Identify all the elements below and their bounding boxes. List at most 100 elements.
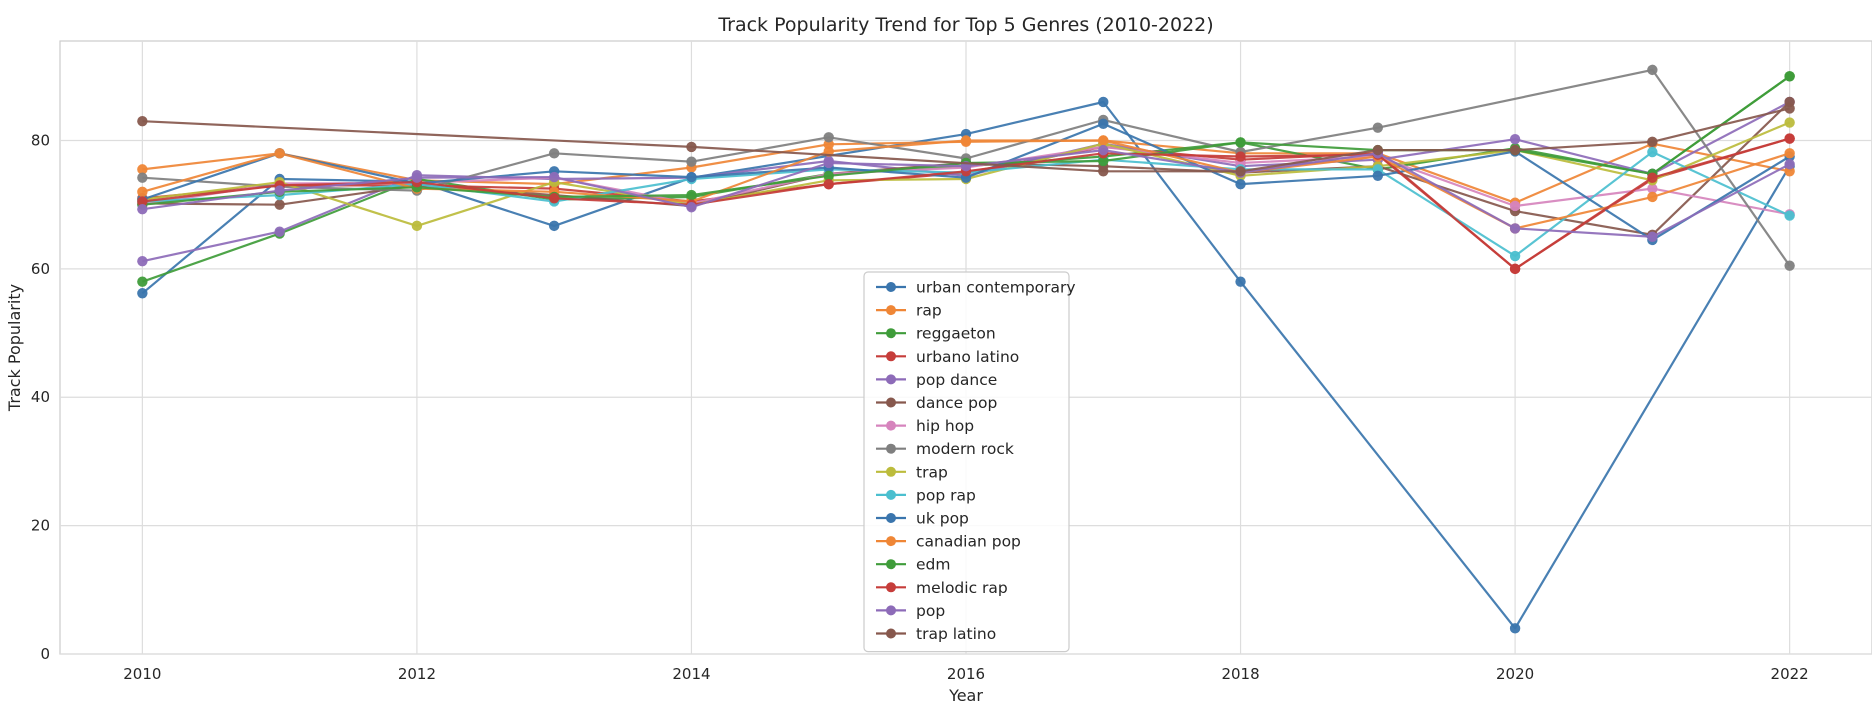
data-point bbox=[411, 220, 423, 232]
data-point bbox=[1235, 151, 1246, 162]
legend-label: trap bbox=[916, 463, 948, 481]
legend-marker bbox=[886, 443, 896, 454]
legend-frame bbox=[863, 271, 1070, 653]
data-point bbox=[1647, 64, 1658, 76]
legend-label: uk pop bbox=[916, 510, 969, 528]
data-point bbox=[137, 276, 148, 287]
y-tick-label: 60 bbox=[31, 260, 50, 278]
data-point bbox=[1235, 178, 1246, 190]
legend-item: trap bbox=[876, 463, 948, 481]
data-point bbox=[137, 196, 148, 207]
legend-item: modern rock bbox=[876, 440, 1014, 458]
data-point bbox=[686, 202, 697, 213]
data-point bbox=[1784, 210, 1795, 221]
data-point bbox=[823, 157, 834, 169]
legend-marker bbox=[886, 605, 896, 616]
data-point bbox=[274, 199, 285, 210]
data-point bbox=[1235, 166, 1246, 177]
legend-marker bbox=[886, 513, 896, 523]
data-point bbox=[1098, 135, 1109, 146]
legend-marker bbox=[886, 374, 896, 385]
legend-label: reggaeton bbox=[916, 325, 996, 343]
data-point bbox=[1784, 117, 1795, 128]
data-point bbox=[1098, 166, 1109, 177]
data-point bbox=[1509, 623, 1521, 634]
data-point bbox=[548, 148, 560, 159]
data-point bbox=[1647, 146, 1658, 158]
data-point bbox=[1372, 122, 1384, 133]
data-point bbox=[1784, 260, 1795, 271]
legend-marker bbox=[886, 420, 896, 431]
data-point bbox=[137, 186, 148, 198]
series-layer bbox=[137, 64, 1795, 634]
legend-marker bbox=[886, 397, 896, 408]
x-tick-label: 2022 bbox=[1771, 665, 1809, 683]
data-point bbox=[1372, 144, 1384, 156]
data-point bbox=[548, 193, 560, 204]
data-point bbox=[1647, 191, 1658, 203]
legend-item: uk pop bbox=[876, 510, 969, 528]
data-point bbox=[274, 148, 285, 159]
data-point bbox=[1647, 231, 1658, 242]
legend-label: trap latino bbox=[916, 625, 996, 643]
data-point bbox=[274, 185, 285, 196]
legend-item: urbano latino bbox=[876, 348, 1019, 366]
y-tick-label: 20 bbox=[31, 517, 50, 535]
data-point bbox=[548, 171, 560, 183]
legend-label: dance pop bbox=[916, 394, 997, 412]
legend-marker bbox=[886, 282, 896, 292]
y-tick-label: 40 bbox=[31, 388, 50, 406]
data-point bbox=[137, 255, 148, 267]
data-point bbox=[1372, 170, 1384, 181]
data-point bbox=[137, 164, 148, 175]
series-line bbox=[142, 107, 1790, 173]
data-point bbox=[1098, 96, 1109, 108]
legend-label: pop dance bbox=[916, 371, 997, 389]
data-point bbox=[686, 156, 697, 167]
data-point bbox=[1784, 103, 1795, 114]
legend-item: hip hop bbox=[876, 417, 974, 435]
legend-label: rap bbox=[916, 302, 942, 320]
y-tick-label: 0 bbox=[40, 645, 50, 663]
data-point bbox=[1098, 155, 1109, 167]
data-point bbox=[137, 203, 148, 215]
legend-label: urban contemporary bbox=[916, 279, 1076, 297]
data-point bbox=[686, 171, 697, 183]
data-point bbox=[411, 172, 423, 183]
series-line bbox=[142, 68, 1791, 267]
data-point bbox=[1509, 250, 1521, 262]
data-point bbox=[686, 189, 697, 201]
data-point bbox=[1235, 276, 1246, 287]
data-point bbox=[960, 135, 972, 146]
legend-marker bbox=[886, 536, 896, 547]
legend-label: edm bbox=[916, 556, 950, 574]
legend-item: pop rap bbox=[876, 486, 976, 504]
legend-marker bbox=[886, 559, 896, 570]
x-tick-label: 2014 bbox=[672, 665, 710, 683]
legend-marker bbox=[886, 328, 896, 339]
legend-label: urbano latino bbox=[916, 348, 1019, 366]
x-tick-label: 2010 bbox=[123, 665, 161, 683]
legend-item: pop dance bbox=[876, 371, 997, 389]
legend-label: pop rap bbox=[916, 486, 976, 504]
legend-item: trap latino bbox=[876, 625, 996, 643]
x-tick-label: 2020 bbox=[1496, 665, 1534, 683]
data-point bbox=[548, 220, 560, 232]
legend: urban contemporary rap reggaeton urbano lat… bbox=[863, 271, 1076, 653]
legend-label: pop bbox=[916, 602, 945, 620]
data-point bbox=[823, 178, 834, 190]
data-point bbox=[137, 172, 148, 183]
x-tick-label: 2012 bbox=[398, 665, 436, 683]
data-point bbox=[1509, 223, 1521, 234]
data-point bbox=[1647, 183, 1658, 194]
tick-labels: 2010 2012 2014 2016 2018 2020 2022 0 20 40 60 80 bbox=[31, 131, 1809, 683]
data-point bbox=[137, 116, 148, 127]
data-point bbox=[1784, 71, 1795, 82]
legend-marker bbox=[886, 489, 896, 500]
data-point bbox=[1509, 134, 1521, 145]
legend-marker bbox=[886, 582, 896, 593]
data-point bbox=[1235, 137, 1246, 148]
legend-label: melodic rap bbox=[916, 579, 1008, 597]
